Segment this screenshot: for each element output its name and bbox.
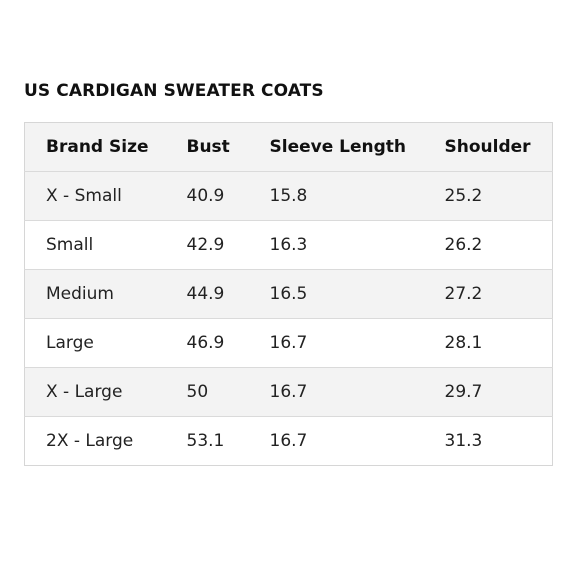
chart-title: US CARDIGAN SWEATER COATS	[24, 81, 324, 101]
cell-brand-size: Small	[24, 220, 187, 270]
cell-sleeve-length: 16.7	[269, 318, 445, 368]
cell-shoulder: 29.7	[444, 367, 553, 417]
cell-bust: 44.9	[186, 269, 270, 319]
cell-shoulder: 26.2	[444, 220, 553, 270]
cell-brand-size: Large	[24, 318, 187, 368]
cell-bust: 42.9	[186, 220, 270, 270]
cell-brand-size: X - Large	[24, 367, 187, 417]
table-row: X - Large 50 16.7 29.7	[24, 367, 553, 417]
column-header-brand-size: Brand Size	[24, 122, 187, 172]
table-row: Medium 44.9 16.5 27.2	[24, 269, 553, 319]
cell-sleeve-length: 16.7	[269, 367, 445, 417]
column-header-sleeve-length: Sleeve Length	[269, 122, 445, 172]
cell-brand-size: X - Small	[24, 171, 187, 221]
cell-bust: 53.1	[186, 416, 270, 466]
cell-shoulder: 28.1	[444, 318, 553, 368]
table-header: Brand Size Bust Sleeve Length Shoulder	[24, 122, 553, 172]
cell-bust: 46.9	[186, 318, 270, 368]
cell-brand-size: Medium	[24, 269, 187, 319]
column-header-shoulder: Shoulder	[444, 122, 553, 172]
table-row: X - Small 40.9 15.8 25.2	[24, 171, 553, 221]
cell-bust: 50	[186, 367, 270, 417]
cell-sleeve-length: 16.5	[269, 269, 445, 319]
cell-shoulder: 27.2	[444, 269, 553, 319]
size-table: Brand Size Bust Sleeve Length Shoulder X…	[24, 122, 553, 466]
table-body: X - Small 40.9 15.8 25.2 Small 42.9 16.3…	[24, 171, 553, 466]
table-row: Small 42.9 16.3 26.2	[24, 220, 553, 270]
cell-brand-size: 2X - Large	[24, 416, 187, 466]
cell-sleeve-length: 15.8	[269, 171, 445, 221]
table-row: Large 46.9 16.7 28.1	[24, 318, 553, 368]
cell-shoulder: 25.2	[444, 171, 553, 221]
cell-sleeve-length: 16.3	[269, 220, 445, 270]
cell-bust: 40.9	[186, 171, 270, 221]
cell-shoulder: 31.3	[444, 416, 553, 466]
header-row: Brand Size Bust Sleeve Length Shoulder	[24, 122, 553, 172]
cell-sleeve-length: 16.7	[269, 416, 445, 466]
table-row: 2X - Large 53.1 16.7 31.3	[24, 416, 553, 466]
size-chart: US CARDIGAN SWEATER COATS Brand Size Bus…	[24, 78, 553, 466]
column-header-bust: Bust	[186, 122, 270, 172]
